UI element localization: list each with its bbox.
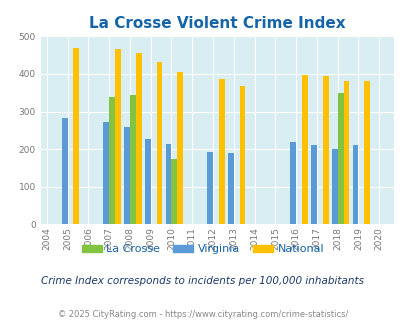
Bar: [130, 95, 135, 224]
Bar: [331, 149, 337, 224]
Bar: [337, 93, 343, 224]
Bar: [109, 97, 115, 224]
Bar: [322, 76, 328, 224]
Bar: [135, 53, 141, 224]
Bar: [301, 75, 307, 224]
Bar: [343, 81, 348, 224]
Title: La Crosse Violent Crime Index: La Crosse Violent Crime Index: [89, 16, 345, 31]
Bar: [145, 139, 150, 224]
Bar: [73, 48, 79, 224]
Text: Crime Index corresponds to incidents per 100,000 inhabitants: Crime Index corresponds to incidents per…: [41, 276, 364, 286]
Bar: [352, 145, 358, 224]
Bar: [156, 62, 162, 224]
Bar: [171, 159, 177, 224]
Bar: [239, 86, 245, 224]
Bar: [363, 81, 369, 224]
Bar: [290, 142, 295, 224]
Bar: [207, 152, 213, 224]
Bar: [310, 145, 316, 224]
Bar: [62, 117, 68, 224]
Bar: [165, 144, 171, 224]
Bar: [228, 153, 233, 224]
Bar: [103, 122, 109, 224]
Legend: La Crosse, Virginia, National: La Crosse, Virginia, National: [77, 240, 328, 259]
Bar: [177, 72, 183, 224]
Bar: [124, 127, 130, 224]
Text: © 2025 CityRating.com - https://www.cityrating.com/crime-statistics/: © 2025 CityRating.com - https://www.city…: [58, 310, 347, 319]
Bar: [218, 79, 224, 224]
Bar: [115, 49, 121, 224]
